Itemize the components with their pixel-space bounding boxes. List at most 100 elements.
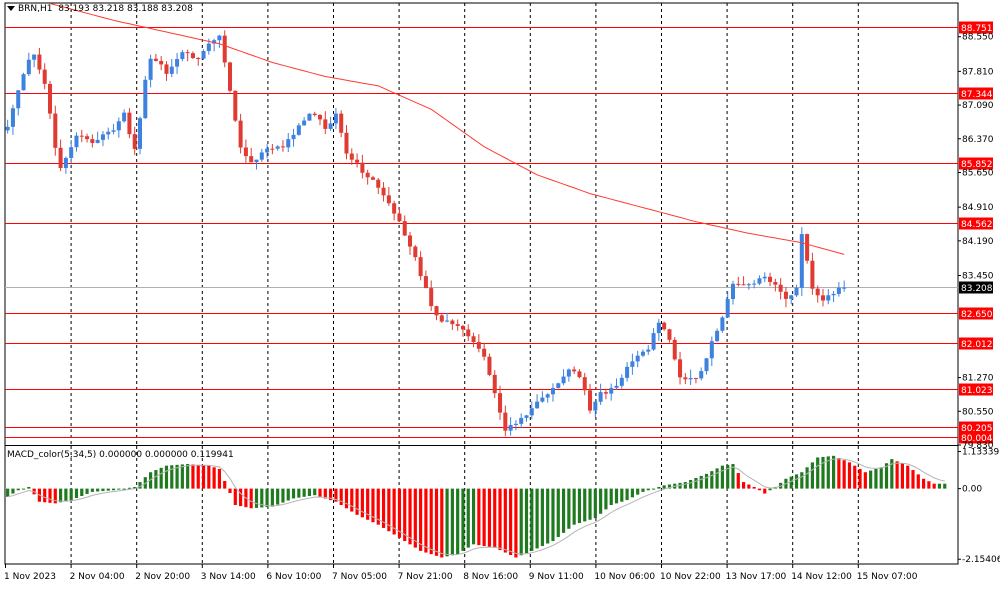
macd-bar-up [133,486,137,489]
macd-bar-up [614,488,619,504]
candle-bull [699,371,704,379]
macd-bar-down [223,480,227,489]
candle-bear [498,393,503,413]
candle-bull [646,349,651,352]
macd-bar-up [154,470,158,489]
candle-bull [752,283,757,285]
macd-bar-down [207,465,211,489]
candle-bull [206,43,211,52]
candle-bull [137,118,143,149]
candle-bear [318,115,323,120]
macd-bar-down [895,461,899,489]
candle-bear [408,235,413,247]
macd-bar-up [662,485,666,489]
candle-bull [508,424,513,431]
candle-bull [836,287,841,294]
candle-bull [296,125,301,135]
macd-bar-up [630,488,634,498]
candle-bear [683,377,688,380]
candle-bull [307,113,312,121]
candle-bull [291,134,296,140]
macd-bar-up [159,467,163,489]
level-label: 81.023 [961,386,993,396]
candle-bull [333,113,338,124]
macd-bar-down [212,467,216,489]
candle-bear [233,90,238,121]
macd-bar-up [445,488,449,557]
macd-bar-up [604,488,608,510]
candle-bull [614,385,619,388]
macd-bar-up [937,483,942,489]
macd-bar-up [636,488,640,495]
macd-bar-up [800,472,804,489]
candle-bull [201,51,206,59]
candle-bear [603,392,608,394]
macd-bar-up [122,488,126,490]
macd-bar-up [170,465,174,489]
x-tick-label: 8 Nov 16:00 [463,572,518,582]
macd-bar-up [572,488,576,525]
macd-bar-up [466,488,470,548]
candle-bear [85,136,90,140]
macd-bar-up [27,486,31,489]
macd-bar-up [789,476,793,489]
macd-bar-up [715,468,719,489]
macd-bar-up [450,488,454,556]
candle-bear [164,64,169,74]
candle-bear [53,113,58,148]
macd-bar-up [551,488,555,542]
candle-bear [42,69,47,84]
level-label: 80.205 [961,424,993,434]
candle-bear [349,153,354,160]
macd-bar-down [376,488,380,525]
macd-bar-up [561,488,566,533]
macd-bar-up [577,488,582,524]
candle-bull [826,295,831,301]
macd-bar-down [339,488,343,505]
macd-bar-down [493,488,497,548]
candle-bear [58,147,63,168]
macd-bar-up [683,482,687,489]
macd-bar-down [217,468,222,489]
macd-bar-up [816,457,820,489]
macd-bar-down [440,488,444,558]
level-label-box [959,431,993,444]
macd-bar-down [503,488,507,553]
candle-bear [588,390,593,411]
candle-bull [799,234,804,288]
macd-bar-up [69,488,73,501]
macd-bar-up [667,484,672,489]
candle-bull [593,401,598,411]
candle-bull [111,130,116,132]
candle-bull [95,139,100,143]
macd-bar-down [355,488,359,515]
macd-bar-up [11,488,15,494]
macd-bar-up [524,488,529,554]
candle-bull [74,135,79,148]
candle-bull [651,333,656,350]
y-tick-label: 87.810 [962,67,994,77]
macd-bar-down [43,488,47,503]
macd-bar-down [413,488,417,548]
candle-bull [842,287,847,289]
candle-bear [662,322,667,330]
candle-bull [598,392,603,402]
level-label-box [959,157,993,170]
x-tick-label: 1 Nov 2023 [4,572,56,582]
macd-bar-up [85,488,89,494]
macd-bar-up [593,488,597,519]
candle-bull [122,112,127,122]
macd-bar-up [164,465,169,489]
candle-bull [550,387,555,395]
macd-bar-up [646,488,650,491]
candle-bear [238,120,243,148]
chart-title[interactable]: BRN,H1 83.193 83.218 83.188 83.208 [7,4,193,14]
candle-bear [773,281,778,285]
candle-bull [116,121,121,131]
candle-bull [730,283,735,300]
macd-bar-up [456,488,460,555]
dropdown-triangle-icon[interactable] [7,6,15,11]
candle-bull [217,35,222,41]
